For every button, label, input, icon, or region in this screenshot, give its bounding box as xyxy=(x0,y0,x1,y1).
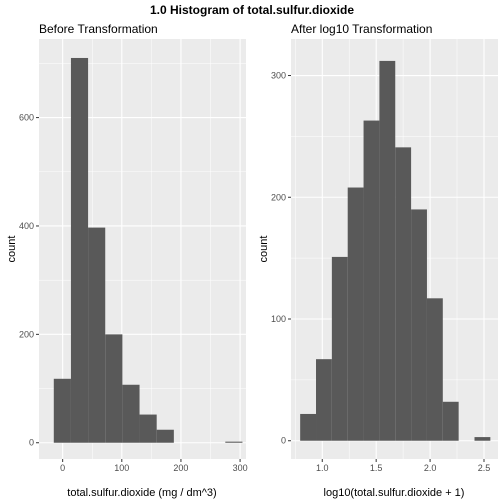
panel-before: Before Transformation 0 100 200 300 0 200 400… xyxy=(6,22,248,499)
figure-title: 1.0 Histogram of total.sulfur.dioxide xyxy=(150,3,354,17)
histogram-bar xyxy=(411,209,427,441)
y-tick-label: 0 xyxy=(281,436,286,446)
histogram-bar xyxy=(316,359,332,441)
x-tick-label: 2.0 xyxy=(424,463,437,473)
histogram-bar xyxy=(70,57,89,443)
y-tick-label: 200 xyxy=(19,329,34,339)
histogram-bar xyxy=(122,384,140,443)
histogram-bar xyxy=(300,413,317,441)
panel-before-x-axis: 0 100 200 300 xyxy=(60,459,248,473)
panel-after-y-axis: 0 100 200 300 xyxy=(271,71,291,446)
histogram-bar xyxy=(156,429,174,443)
y-tick-label: 600 xyxy=(19,113,34,123)
x-tick-label: 1.0 xyxy=(316,463,329,473)
x-tick-label: 300 xyxy=(233,463,248,473)
panel-before-y-label: count xyxy=(6,236,18,263)
histogram-bar xyxy=(379,60,396,441)
histogram-bar xyxy=(225,441,243,443)
x-tick-label: 2.5 xyxy=(478,463,491,473)
x-tick-label: 1.5 xyxy=(370,463,383,473)
x-tick-label: 100 xyxy=(114,463,129,473)
y-tick-label: 400 xyxy=(19,221,34,231)
histogram-bar xyxy=(331,256,348,441)
histogram-bar xyxy=(53,378,71,443)
panel-after: After log10 Transformation 1.0 1.5 2.0 2.5 … xyxy=(258,22,498,499)
histogram-bar xyxy=(347,187,364,441)
y-tick-label: 200 xyxy=(271,192,286,202)
y-tick-label: 0 xyxy=(29,438,34,448)
histogram-bar xyxy=(139,414,157,443)
panel-after-y-label: count xyxy=(258,236,270,263)
histogram-bar xyxy=(88,227,106,443)
panel-after-title: After log10 Transformation xyxy=(291,22,432,36)
histogram-bar xyxy=(105,334,123,443)
panel-after-bars xyxy=(300,60,491,441)
panel-before-title: Before Transformation xyxy=(39,22,158,36)
panel-after-x-axis: 1.0 1.5 2.0 2.5 xyxy=(316,459,490,473)
histogram-bar xyxy=(363,120,380,441)
x-tick-label: 0 xyxy=(60,463,65,473)
y-tick-label: 100 xyxy=(271,314,286,324)
panel-before-x-label: total.sulfur.dioxide (mg / dm^3) xyxy=(67,487,216,499)
histogram-bar xyxy=(426,298,443,441)
panel-before-bars xyxy=(53,57,243,443)
panel-after-x-label: log10(total.sulfur.dioxide + 1) xyxy=(324,487,465,499)
histogram-bar xyxy=(395,147,412,441)
histogram-bar xyxy=(474,437,491,441)
y-tick-label: 300 xyxy=(271,71,286,81)
panel-before-y-axis: 0 200 400 600 xyxy=(19,113,39,448)
x-tick-label: 200 xyxy=(173,463,188,473)
panel-before-gridlines xyxy=(39,39,246,459)
histogram-bar xyxy=(442,401,459,441)
